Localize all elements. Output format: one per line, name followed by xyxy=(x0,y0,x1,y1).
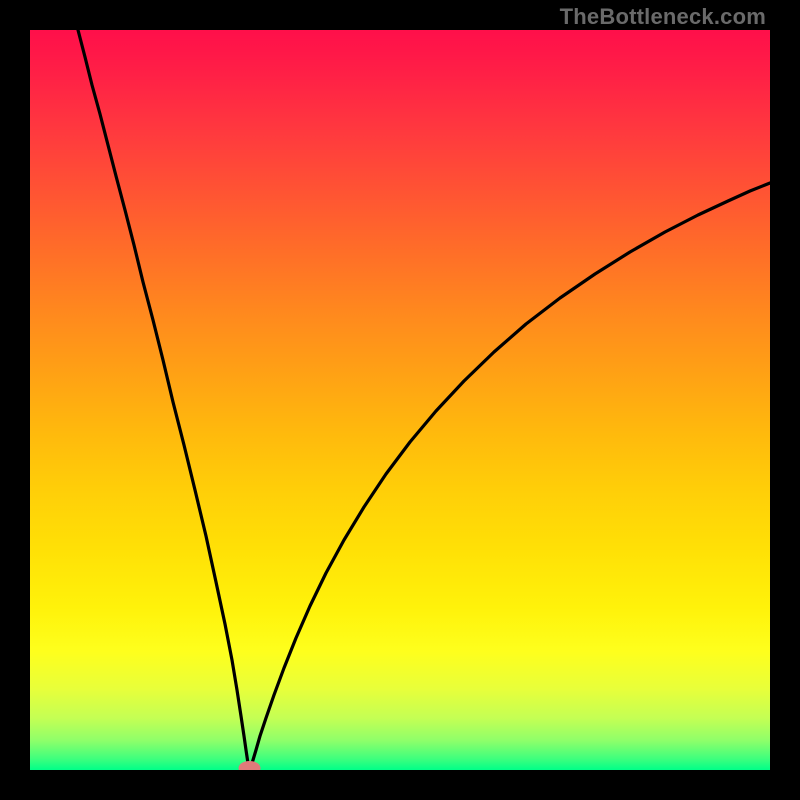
chart-frame: TheBottleneck.com xyxy=(0,0,800,800)
bottleneck-curve xyxy=(78,30,770,770)
curve-layer xyxy=(30,30,770,770)
minimum-marker xyxy=(239,761,261,770)
watermark-text: TheBottleneck.com xyxy=(560,4,766,30)
plot-area xyxy=(30,30,770,770)
